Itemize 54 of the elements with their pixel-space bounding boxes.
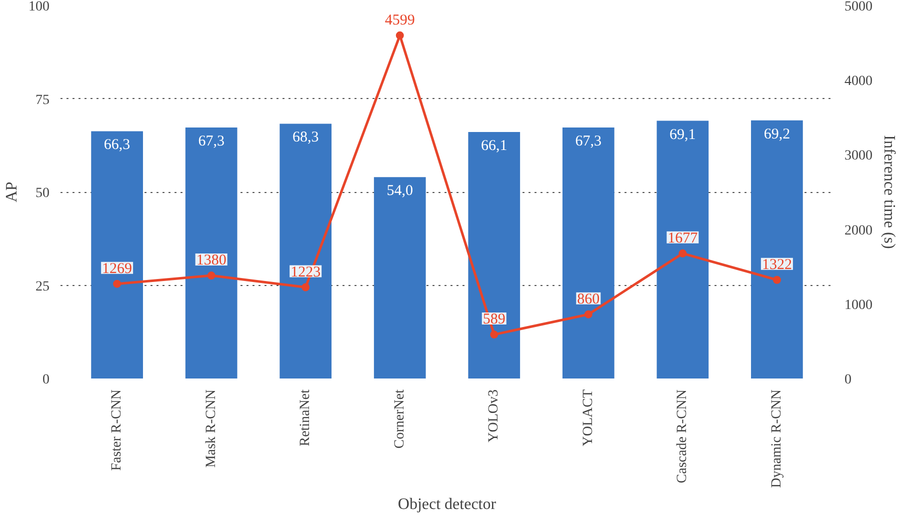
bar bbox=[185, 127, 238, 378]
point bbox=[396, 31, 404, 40]
x-tick-label: Faster R-CNN bbox=[110, 389, 125, 471]
x-axis-title: Object detector bbox=[398, 496, 497, 513]
bar bbox=[374, 177, 426, 378]
point bbox=[302, 283, 310, 292]
data-label: 1322 bbox=[762, 256, 792, 273]
data-label: 66,1 bbox=[481, 138, 508, 154]
data-label: 1223 bbox=[290, 264, 321, 280]
bar bbox=[468, 132, 520, 378]
y-tick-label: 50 bbox=[36, 186, 50, 201]
data-label: 69,2 bbox=[764, 126, 790, 142]
x-tick-label: Dynamic R-CNN bbox=[769, 389, 784, 488]
data-label: 54,0 bbox=[386, 183, 413, 200]
data-label: 67,3 bbox=[575, 133, 602, 150]
point bbox=[113, 280, 122, 288]
data-label: 1380 bbox=[196, 252, 226, 269]
bar bbox=[91, 131, 143, 378]
y-tick-label: 100 bbox=[28, 0, 50, 14]
y2-tick-label: 1000 bbox=[844, 298, 872, 313]
x-tick-label: Mask R-CNN bbox=[204, 389, 219, 468]
bar bbox=[280, 124, 332, 378]
x-tick-label: RetinaNet bbox=[298, 389, 314, 446]
y-tick-label: 75 bbox=[36, 92, 50, 108]
y-tick-label: 25 bbox=[36, 279, 50, 294]
y2-tick-label: 3000 bbox=[844, 148, 872, 164]
x-tick-label: YOLACT bbox=[580, 389, 596, 446]
bar bbox=[751, 120, 803, 378]
data-label: 67,3 bbox=[198, 133, 224, 150]
data-label: 1269 bbox=[102, 260, 132, 277]
y2-tick-label: 5000 bbox=[844, 0, 872, 14]
y2-axis-title: Inference time (s) bbox=[880, 135, 898, 249]
data-label: 69,1 bbox=[670, 126, 696, 143]
point bbox=[772, 276, 781, 284]
data-label: 589 bbox=[482, 312, 506, 328]
x-tick-label: YOLOv3 bbox=[486, 389, 502, 442]
data-label: 66,3 bbox=[104, 137, 130, 154]
y2-tick-label: 0 bbox=[844, 372, 852, 388]
point bbox=[490, 330, 498, 339]
bar bbox=[656, 120, 709, 378]
x-tick-label: Cascade R-CNN bbox=[675, 389, 690, 484]
data-label: 1677 bbox=[668, 230, 698, 246]
point bbox=[678, 249, 687, 258]
point bbox=[207, 272, 216, 280]
data-label: 860 bbox=[577, 291, 600, 308]
data-label: 4599 bbox=[384, 12, 415, 28]
bar bbox=[562, 127, 614, 378]
y2-tick-label: 4000 bbox=[844, 74, 872, 90]
y2-tick-label: 2000 bbox=[844, 223, 872, 238]
y-axis-title: AP bbox=[4, 182, 20, 202]
x-tick-label: CornerNet bbox=[392, 389, 408, 449]
y-tick-label: 0 bbox=[42, 372, 50, 388]
data-label: 68,3 bbox=[292, 130, 319, 146]
point bbox=[584, 310, 592, 318]
